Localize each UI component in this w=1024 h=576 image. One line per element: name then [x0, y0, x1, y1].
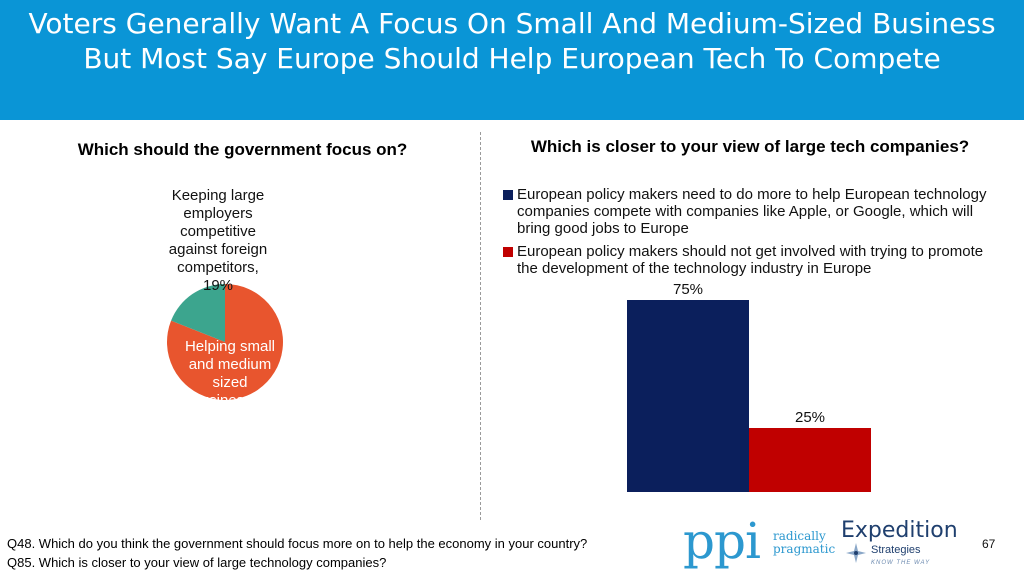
expedition-tagline: KNOW THE WAY — [871, 560, 931, 566]
pie-chart-title: Which should the government focus on? — [77, 140, 408, 159]
header-banner: Voters Generally Want A Focus On Small A… — [0, 0, 1024, 120]
bar-legend: European policy makers need to do more t… — [503, 186, 1003, 283]
bar-chart: 75% 25% — [627, 281, 871, 492]
pie-label-small-line: businesses — [192, 392, 267, 409]
bar-not-involved — [749, 428, 871, 492]
pie-label-small-line: and medium — [189, 356, 272, 373]
pie-label-large-line: against foreign — [169, 241, 267, 258]
legend-swatch-navy — [503, 190, 513, 200]
legend-label-help: European policy makers need to do more t… — [517, 186, 987, 237]
footer-notes: Q48. Which do you think the government s… — [7, 534, 587, 572]
pie-label-large-line: 19% — [203, 277, 233, 294]
page-number: 67 — [982, 537, 996, 551]
bar-help-tech — [627, 300, 749, 492]
expedition-logo-sub: Strategies — [871, 544, 921, 556]
compass-icon — [846, 543, 866, 563]
legend-item-help: European policy makers need to do more t… — [503, 186, 1003, 237]
legend-swatch-red — [503, 247, 513, 257]
expedition-logo-name: Expedition — [841, 518, 958, 543]
pie-chart: Keeping large employers competitive against… — [167, 187, 283, 409]
pie-label-large-employers: Keeping large employers competitive against… — [169, 187, 267, 294]
bar-chart-title: Which is closer to your view of large te… — [530, 137, 970, 156]
legend-label-not-involved: European policy makers should not get in… — [517, 243, 984, 277]
logo-area: ppi radically pragmatic Expedition Strat… — [675, 512, 970, 576]
pie-label-small-line: Helping small — [185, 338, 275, 355]
pie-label-large-line: employers — [183, 205, 252, 222]
footnote-q85: Q85. Which is closer to your view of lar… — [7, 555, 387, 570]
pie-slice-large-employers — [171, 284, 225, 342]
pie-label-large-line: competitive — [180, 223, 256, 240]
ppi-tagline-line1: radically — [773, 529, 826, 543]
pie-label-large-line: Keeping large — [172, 187, 265, 204]
pie-label-large-line: competitors, — [177, 259, 259, 276]
slide-title: Voters Generally Want A Focus On Small A… — [28, 7, 996, 75]
ppi-tagline: radically pragmatic — [773, 530, 835, 556]
ppi-tagline-line2: pragmatic — [773, 542, 836, 556]
bar-label-help-tech: 75% — [673, 281, 703, 298]
pie-label-small-line: sized — [212, 374, 247, 391]
pie-label-small-business: Helping small and medium sized businesses — [185, 338, 275, 409]
footnote-q48: Q48. Which do you think the government s… — [7, 536, 588, 551]
bar-label-not-involved: 25% — [795, 409, 825, 426]
legend-item-not-involved: European policy makers should not get in… — [503, 243, 1003, 277]
ppi-logo: ppi — [683, 512, 761, 570]
vertical-divider — [480, 132, 481, 520]
